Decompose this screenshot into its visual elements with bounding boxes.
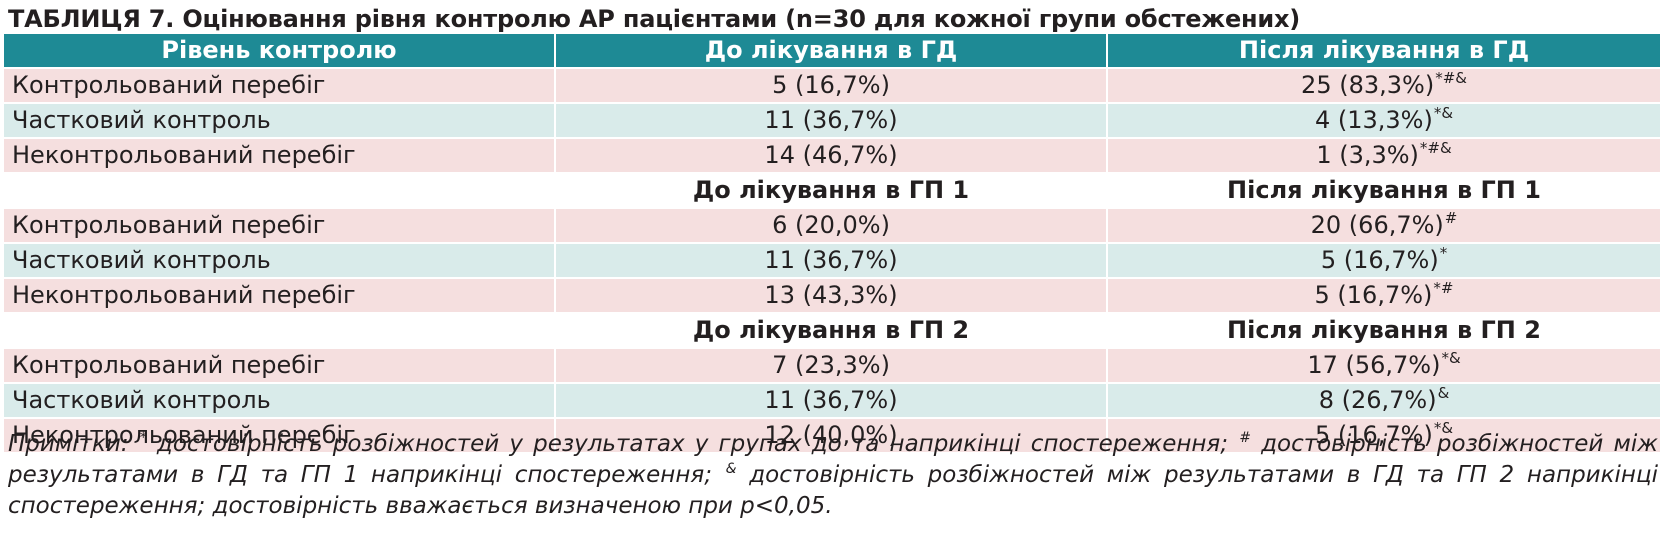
value-after-cell: 5 (16,7%)*& xyxy=(1108,419,1660,454)
subheader-before: До лікування в ГП 1 xyxy=(556,174,1108,209)
subheader-after: Після лікування в ГП 1 xyxy=(1108,174,1660,209)
value-after: 25 (83,3%) xyxy=(1301,71,1435,99)
value-after-cell: 20 (66,7%)# xyxy=(1108,209,1660,244)
value-after-cell: 25 (83,3%)*#& xyxy=(1108,69,1660,104)
notes-text-asterisk: достовірність розбіжностей у результатах… xyxy=(146,431,1239,457)
row-label: Частковий контроль xyxy=(4,244,556,279)
value-after-cell: 4 (13,3%)*& xyxy=(1108,104,1660,139)
group-subheader-row: До лікування в ГП 2 Після лікування в ГП … xyxy=(4,314,1660,349)
significance-marks: *& xyxy=(1433,419,1454,437)
subheader-after: Після лікування в ГП 2 xyxy=(1108,314,1660,349)
row-label: Неконтрольований перебіг xyxy=(4,279,556,314)
subheader-empty-cell xyxy=(4,314,556,349)
table-row: Неконтрольований перебіг 13 (43,3%) 5 (16,… xyxy=(4,279,1660,314)
significance-marks: & xyxy=(1437,384,1450,402)
notes-text-hash: достовірність розбіжностей між результат… xyxy=(8,431,1658,488)
row-label: Контрольований перебіг xyxy=(4,209,556,244)
row-label: Контрольований перебіг xyxy=(4,69,556,104)
notes-symbol-hash: # xyxy=(1239,430,1251,446)
significance-marks: # xyxy=(1444,209,1458,227)
value-after-cell: 5 (16,7%)*# xyxy=(1108,279,1660,314)
row-label: Неконтрольований перебіг xyxy=(4,139,556,174)
value-after: 4 (13,3%) xyxy=(1314,106,1433,134)
table-row: Частковий контроль 11 (36,7%) 4 (13,3%)*& xyxy=(4,104,1660,139)
notes-prefix: Примітки: xyxy=(8,431,139,457)
notes-symbol-asterisk: * xyxy=(139,430,147,446)
value-before: 12 (40,0%) xyxy=(556,419,1108,454)
significance-marks: *# xyxy=(1433,279,1454,297)
value-after: 20 (66,7%) xyxy=(1310,211,1444,239)
subheader-empty-cell xyxy=(4,174,556,209)
value-after: 5 (16,7%) xyxy=(1314,281,1433,309)
table-row: Неконтрольований перебіг 14 (46,7%) 1 (3,3… xyxy=(4,139,1660,174)
results-table: Рівень контролю До лікування в ГД Після … xyxy=(4,34,1660,454)
significance-marks: *#& xyxy=(1435,69,1467,87)
value-before: 11 (36,7%) xyxy=(556,104,1108,139)
value-after-cell: 1 (3,3%)*#& xyxy=(1108,139,1660,174)
table-row: Контрольований перебіг 6 (20,0%) 20 (66,7%… xyxy=(4,209,1660,244)
value-before: 14 (46,7%) xyxy=(556,139,1108,174)
table-row: Частковий контроль 11 (36,7%) 5 (16,7%)* xyxy=(4,244,1660,279)
value-before: 5 (16,7%) xyxy=(556,69,1108,104)
value-after-cell: 17 (56,7%)*& xyxy=(1108,349,1660,384)
value-before: 7 (23,3%) xyxy=(556,349,1108,384)
table-title: ТАБЛИЦЯ 7. Оцінювання рівня контролю АР … xyxy=(8,5,1301,33)
value-after-cell: 5 (16,7%)* xyxy=(1108,244,1660,279)
table-row: Неконтрольований перебіг 12 (40,0%) 5 (16,… xyxy=(4,419,1660,454)
significance-marks: *& xyxy=(1433,104,1454,122)
value-after-cell: 8 (26,7%)& xyxy=(1108,384,1660,419)
table-notes: Примітки: * достовірність розбіжностей у… xyxy=(8,429,1658,522)
row-label: Неконтрольований перебіг xyxy=(4,419,556,454)
row-label: Частковий контроль xyxy=(4,104,556,139)
header-after-treatment: Після лікування в ГД xyxy=(1108,34,1660,69)
value-after: 5 (16,7%) xyxy=(1314,421,1433,449)
value-before: 13 (43,3%) xyxy=(556,279,1108,314)
row-label: Частковий контроль xyxy=(4,384,556,419)
row-label: Контрольований перебіг xyxy=(4,349,556,384)
value-after: 1 (3,3%) xyxy=(1316,141,1419,169)
notes-text-ampersand: достовірність розбіжностей між результат… xyxy=(8,462,1658,519)
value-after: 8 (26,7%) xyxy=(1318,386,1437,414)
significance-marks: *& xyxy=(1441,349,1461,367)
group-subheader-row: До лікування в ГП 1 Після лікування в ГП … xyxy=(4,174,1660,209)
significance-marks: *#& xyxy=(1419,139,1452,157)
value-after: 17 (56,7%) xyxy=(1307,351,1441,379)
table-row: Контрольований перебіг 5 (16,7%) 25 (83,3%… xyxy=(4,69,1660,104)
value-before: 11 (36,7%) xyxy=(556,384,1108,419)
table-header-row: Рівень контролю До лікування в ГД Після … xyxy=(4,34,1660,69)
table-body: Контрольований перебіг 5 (16,7%) 25 (83,3%… xyxy=(4,69,1660,454)
subheader-before: До лікування в ГП 2 xyxy=(556,314,1108,349)
value-before: 11 (36,7%) xyxy=(556,244,1108,279)
significance-marks: * xyxy=(1439,244,1448,262)
value-after: 5 (16,7%) xyxy=(1320,246,1439,274)
notes-symbol-ampersand: & xyxy=(725,461,737,477)
value-before: 6 (20,0%) xyxy=(556,209,1108,244)
table-row: Контрольований перебіг 7 (23,3%) 17 (56,7%… xyxy=(4,349,1660,384)
header-control-level: Рівень контролю xyxy=(4,34,556,69)
header-before-treatment: До лікування в ГД xyxy=(556,34,1108,69)
table-row: Частковий контроль 11 (36,7%) 8 (26,7%)& xyxy=(4,384,1660,419)
